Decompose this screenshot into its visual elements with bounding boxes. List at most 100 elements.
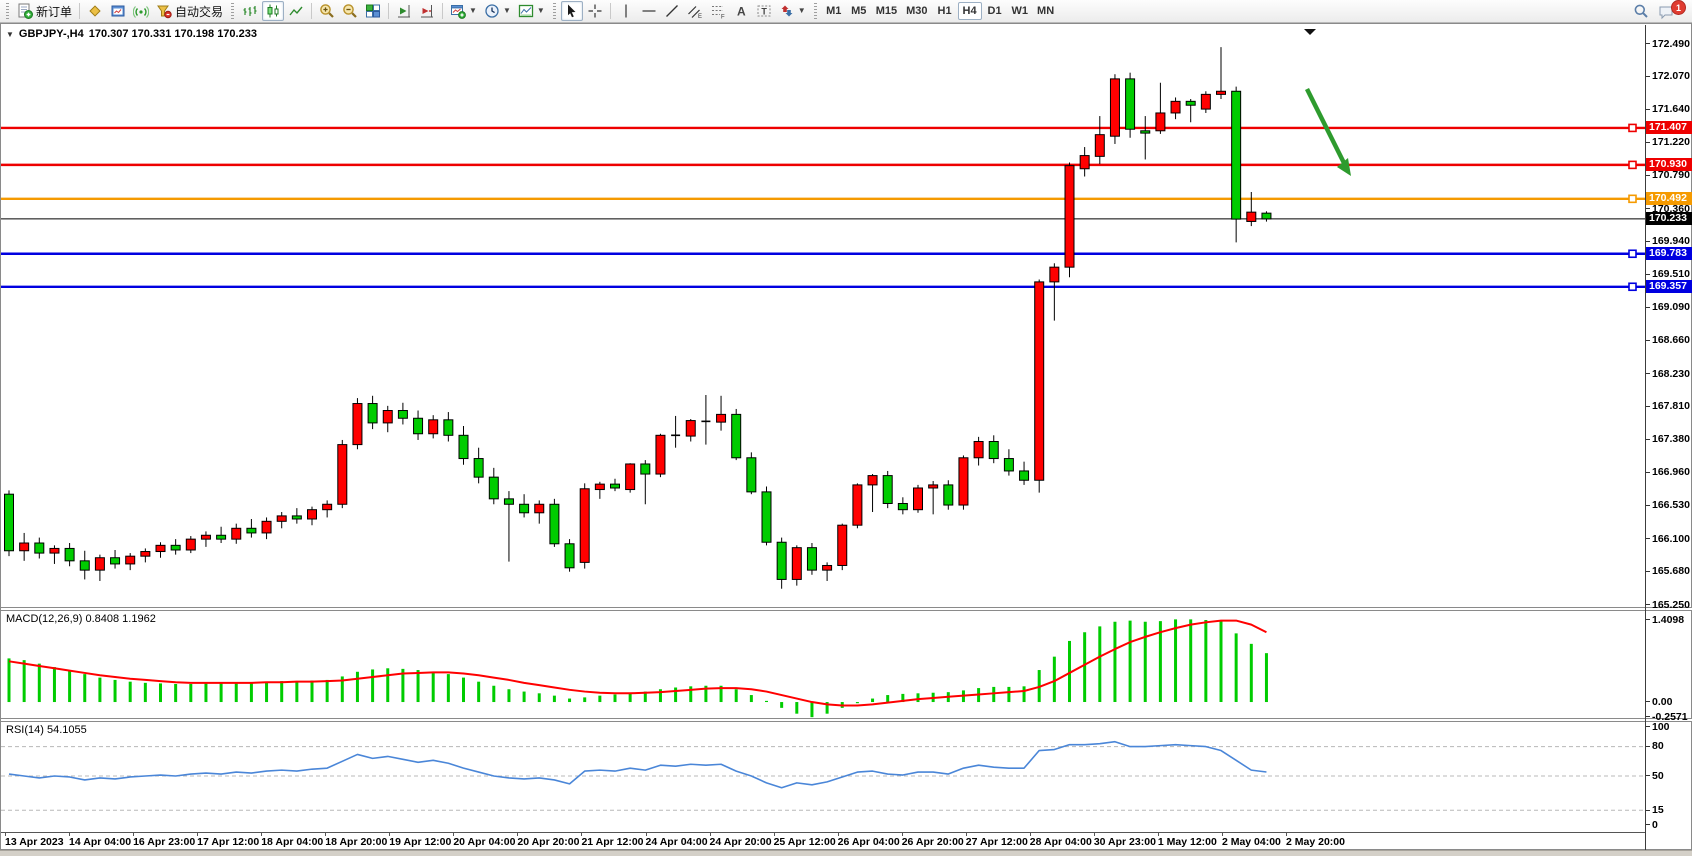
- timeframe-button-W1[interactable]: W1: [1011, 5, 1029, 17]
- time-axis-label: 16 Apr 23:00: [133, 836, 196, 848]
- level-line-handle[interactable]: [1628, 249, 1637, 259]
- price-tick-mark: [1646, 109, 1650, 111]
- macd-panel-divider[interactable]: [1, 607, 1692, 611]
- timeframe-button-D1[interactable]: D1: [987, 5, 1002, 17]
- zoom-out-button[interactable]: [339, 1, 361, 21]
- price-chart[interactable]: [1, 25, 1645, 608]
- time-tick-mark: [197, 833, 199, 836]
- horizontal-line-button[interactable]: [638, 1, 660, 21]
- new-order-button[interactable]: 新订单: [14, 1, 75, 21]
- time-tick-mark: [69, 833, 71, 836]
- price-axis[interactable]: 172.490 172.070 171.640 171.220 170.790 170.3…: [1646, 24, 1692, 851]
- text-label-button[interactable]: T: [753, 1, 775, 21]
- price-tick-label: 167.380: [1646, 433, 1690, 445]
- search-button[interactable]: [1630, 1, 1652, 21]
- crosshair-button[interactable]: [584, 1, 606, 21]
- equidistant-channel-button[interactable]: E: [684, 1, 706, 21]
- candlestick: [1170, 100, 1181, 114]
- timeframe-button-H4[interactable]: H4: [957, 2, 982, 20]
- price-tick-mark: [1646, 339, 1650, 341]
- toolbar-grip[interactable]: [813, 3, 817, 19]
- cursor-button[interactable]: [560, 1, 583, 21]
- candlestick: [79, 560, 90, 571]
- level-line-handle[interactable]: [1628, 160, 1637, 170]
- periods-button[interactable]: ▼: [481, 1, 514, 21]
- bar-chart-button[interactable]: [239, 1, 261, 21]
- price-tick-label: 172.490: [1646, 38, 1690, 50]
- zoom-in-button[interactable]: [316, 1, 338, 21]
- timeframe-button-M5[interactable]: M5: [851, 5, 867, 17]
- rsi-panel-divider[interactable]: [1, 718, 1692, 722]
- timeframe-button-M30[interactable]: M30: [906, 5, 928, 17]
- tile-windows-button[interactable]: [362, 1, 384, 21]
- trendline-button[interactable]: [661, 1, 683, 21]
- arrow-objects-icon: [781, 5, 793, 17]
- candlestick-chart-button[interactable]: [262, 1, 285, 21]
- candlestick: [806, 547, 817, 571]
- candlestick: [776, 541, 787, 580]
- price-tick-mark: [1646, 505, 1650, 507]
- green-arrow-annotation[interactable]: [1304, 87, 1349, 169]
- level-line-handle[interactable]: [1628, 123, 1637, 133]
- time-tick-mark: [709, 833, 711, 836]
- price-tick-mark: [1646, 439, 1650, 441]
- candlestick: [867, 475, 878, 486]
- price-tick-label: 171.640: [1646, 103, 1690, 115]
- toolbar-grip[interactable]: [6, 3, 9, 19]
- candlestick: [1079, 155, 1090, 170]
- candlestick: [1231, 90, 1242, 220]
- toolbar-grip[interactable]: [231, 3, 235, 19]
- signals-icon: [133, 6, 150, 18]
- text-button[interactable]: A: [730, 1, 752, 21]
- time-tick-mark: [581, 833, 583, 836]
- toolbar-grip[interactable]: [552, 3, 556, 19]
- timeframe-button-MN[interactable]: MN: [1037, 5, 1055, 17]
- timeframe-button-M1[interactable]: M1: [826, 5, 842, 17]
- time-axis-label: 2 May 20:00: [1286, 836, 1345, 848]
- time-tick-mark: [773, 833, 775, 836]
- candlestick: [1261, 212, 1272, 220]
- level-line-handle[interactable]: [1628, 282, 1637, 292]
- rsi-panel[interactable]: [1, 722, 1645, 832]
- price-tick-mark: [1646, 373, 1650, 375]
- time-axis-label: 28 Apr 04:00: [1029, 836, 1092, 848]
- toolbar-separator: [442, 3, 444, 19]
- timeframe-button-M15[interactable]: M15: [875, 5, 898, 17]
- price-tick-label: 166.100: [1646, 533, 1690, 545]
- timeframe-button-H1[interactable]: H1: [937, 5, 952, 17]
- vertical-line-button[interactable]: [615, 1, 637, 21]
- level-line-handle[interactable]: [1628, 194, 1637, 204]
- candlestick: [973, 441, 984, 459]
- templates-button[interactable]: ▼: [515, 1, 548, 21]
- candlestick: [19, 542, 30, 552]
- tile-windows-icon: [366, 4, 381, 18]
- candlestick: [49, 547, 60, 554]
- auto-scroll-button[interactable]: [393, 1, 415, 21]
- macd-panel[interactable]: [1, 611, 1645, 718]
- price-tick-mark: [1646, 604, 1650, 606]
- chart-shift-marker-icon[interactable]: [1304, 29, 1316, 35]
- arrows-objects-button[interactable]: ▼: [776, 1, 809, 21]
- candlestick: [1200, 93, 1211, 110]
- time-axis[interactable]: 13 Apr 2023 14 Apr 04:00 16 Apr 23:00 17 Ap…: [1, 832, 1645, 851]
- rsi-label: RSI(14) 54.1055: [6, 724, 87, 736]
- level-price-badge: 170.492: [1646, 192, 1692, 206]
- candlestick: [1034, 281, 1045, 481]
- candlestick: [746, 457, 757, 493]
- chevron-down-icon: ▼: [469, 6, 477, 15]
- one-click-trading-toggle-icon[interactable]: ▼: [6, 29, 14, 39]
- chat-button[interactable]: 1: [1658, 0, 1686, 21]
- indicators-button[interactable]: ▼: [447, 1, 480, 21]
- chart-shift-button[interactable]: [416, 1, 438, 21]
- market-watch-button[interactable]: [84, 1, 106, 21]
- line-chart-button[interactable]: [285, 1, 307, 21]
- svg-text:E: E: [698, 14, 702, 19]
- new-chart-button[interactable]: [107, 1, 129, 21]
- cursor-icon: [567, 4, 576, 18]
- candlestick: [1094, 134, 1105, 157]
- fibonacci-button[interactable]: F: [707, 1, 729, 21]
- signals-button[interactable]: [130, 1, 152, 21]
- macd-axis-label: -0.2571: [1646, 711, 1688, 723]
- autotrading-button[interactable]: 自动交易: [153, 1, 226, 21]
- price-tick-mark: [1646, 43, 1650, 45]
